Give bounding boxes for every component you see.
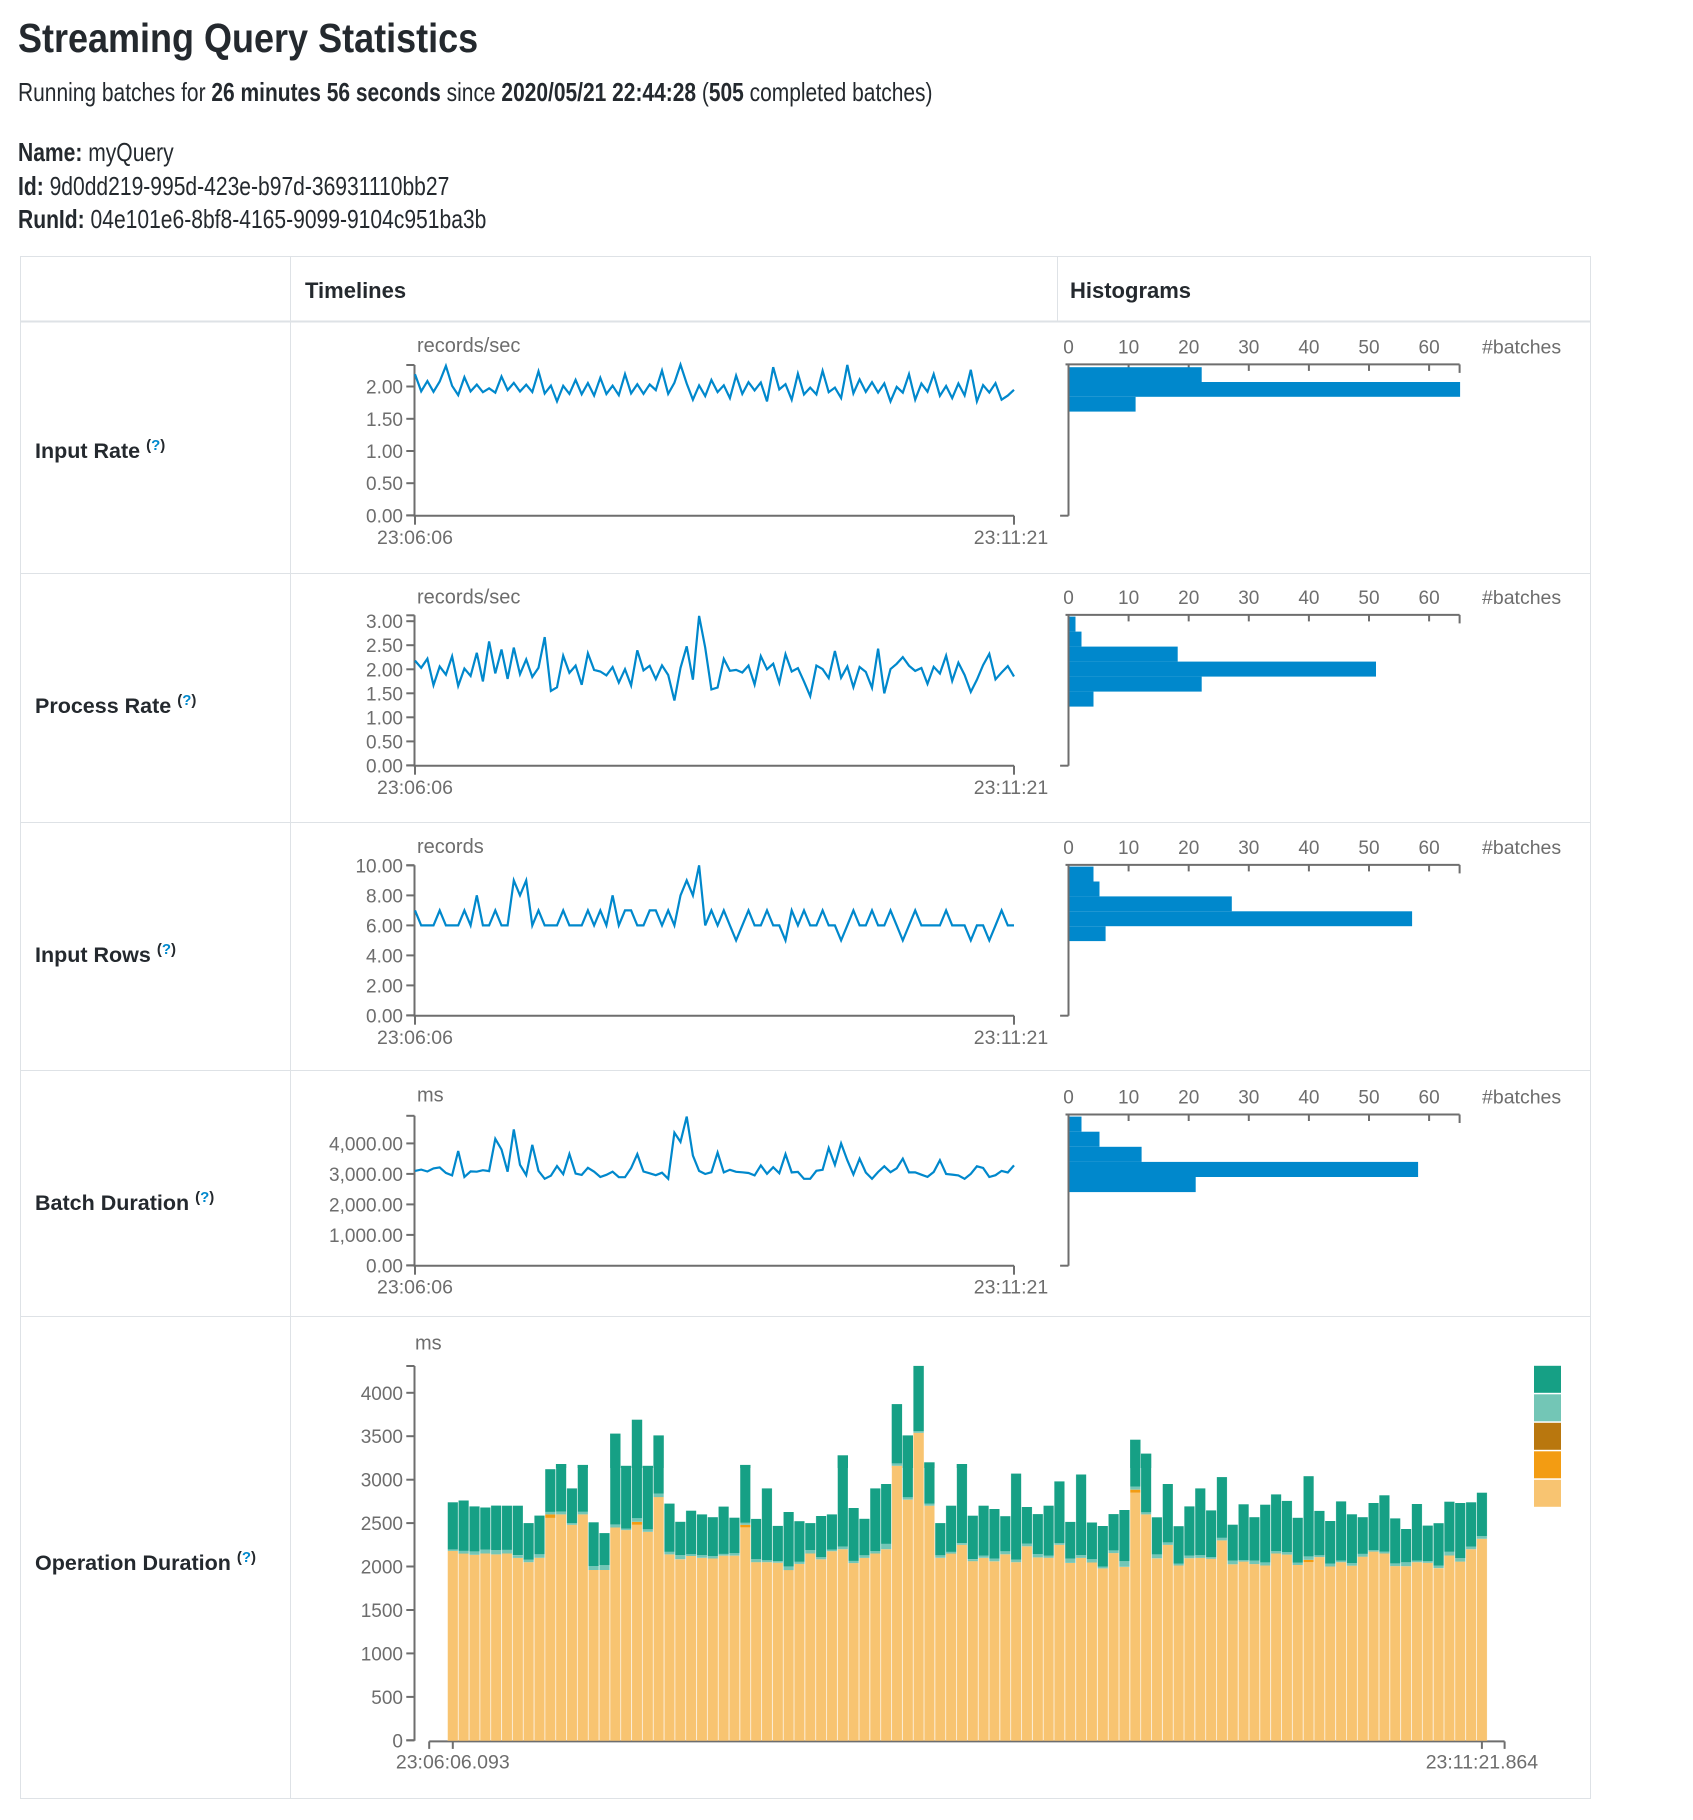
svg-text:23:06:06: 23:06:06	[377, 1027, 453, 1049]
svg-text:50: 50	[1358, 588, 1379, 609]
svg-text:3,000.00: 3,000.00	[329, 1165, 403, 1186]
svg-text:#batches: #batches	[1482, 587, 1561, 609]
svg-text:4,000.00: 4,000.00	[329, 1134, 403, 1155]
svg-text:60: 60	[1419, 838, 1440, 859]
svg-text:23:06:06.093: 23:06:06.093	[396, 1751, 510, 1773]
svg-text:3000: 3000	[361, 1471, 403, 1492]
svg-text:20: 20	[1178, 838, 1199, 859]
svg-text:2.00: 2.00	[366, 378, 403, 399]
svg-text:500: 500	[371, 1688, 403, 1709]
svg-text:#batches: #batches	[1482, 336, 1561, 358]
svg-text:10: 10	[1118, 838, 1139, 859]
svg-text:records/sec: records/sec	[417, 335, 520, 357]
svg-text:0.50: 0.50	[366, 474, 403, 495]
svg-text:50: 50	[1358, 1088, 1379, 1109]
svg-text:0.50: 0.50	[366, 732, 403, 753]
svg-text:20: 20	[1178, 588, 1199, 609]
svg-text:30: 30	[1238, 838, 1259, 859]
svg-text:1.50: 1.50	[366, 684, 403, 705]
svg-text:6.00: 6.00	[366, 916, 403, 937]
svg-text:0: 0	[1063, 588, 1074, 609]
svg-text:23:06:06: 23:06:06	[377, 777, 453, 799]
svg-text:30: 30	[1238, 588, 1259, 609]
svg-text:0: 0	[1063, 838, 1074, 859]
svg-text:0.00: 0.00	[366, 1006, 403, 1027]
svg-text:records/sec: records/sec	[417, 586, 520, 608]
svg-text:10: 10	[1118, 588, 1139, 609]
svg-text:1.50: 1.50	[366, 410, 403, 431]
svg-text:0: 0	[392, 1731, 403, 1752]
svg-text:40: 40	[1298, 588, 1319, 609]
svg-text:10: 10	[1118, 1088, 1139, 1109]
svg-text:3500: 3500	[361, 1427, 403, 1448]
svg-text:8.00: 8.00	[366, 886, 403, 907]
svg-text:0: 0	[1063, 1088, 1074, 1109]
svg-text:0.00: 0.00	[366, 1256, 403, 1277]
svg-text:2,000.00: 2,000.00	[329, 1195, 403, 1216]
svg-text:10: 10	[1118, 337, 1139, 358]
svg-text:20: 20	[1178, 1088, 1199, 1109]
svg-text:60: 60	[1419, 1088, 1440, 1109]
svg-text:40: 40	[1298, 1088, 1319, 1109]
svg-text:20: 20	[1178, 337, 1199, 358]
svg-text:records: records	[417, 836, 484, 858]
svg-text:40: 40	[1298, 838, 1319, 859]
svg-text:#batches: #batches	[1482, 1087, 1561, 1109]
svg-text:23:06:06: 23:06:06	[377, 527, 453, 549]
svg-text:1000: 1000	[361, 1644, 403, 1665]
svg-text:23:11:21: 23:11:21	[974, 777, 1048, 799]
svg-text:0.00: 0.00	[366, 506, 403, 527]
svg-text:23:11:21.864: 23:11:21.864	[1426, 1751, 1539, 1773]
svg-text:10.00: 10.00	[355, 856, 403, 877]
svg-text:23:11:21: 23:11:21	[974, 1277, 1048, 1299]
svg-text:ms: ms	[417, 1084, 444, 1106]
svg-text:0: 0	[1063, 337, 1074, 358]
svg-text:#batches: #batches	[1482, 837, 1561, 859]
svg-text:30: 30	[1238, 337, 1259, 358]
svg-text:2.50: 2.50	[366, 636, 403, 657]
svg-text:2.00: 2.00	[366, 976, 403, 997]
svg-text:1,000.00: 1,000.00	[329, 1226, 403, 1247]
svg-text:23:11:21: 23:11:21	[974, 527, 1048, 549]
svg-text:60: 60	[1419, 588, 1440, 609]
svg-text:1.00: 1.00	[366, 708, 403, 729]
svg-text:2000: 2000	[361, 1558, 403, 1579]
svg-text:2.00: 2.00	[366, 660, 403, 681]
svg-text:40: 40	[1298, 337, 1319, 358]
svg-text:23:11:21: 23:11:21	[974, 1027, 1048, 1049]
svg-text:50: 50	[1358, 337, 1379, 358]
svg-text:2500: 2500	[361, 1514, 403, 1535]
svg-text:3.00: 3.00	[366, 612, 403, 633]
svg-text:4.00: 4.00	[366, 946, 403, 967]
svg-text:4000: 4000	[361, 1384, 403, 1405]
svg-text:60: 60	[1419, 337, 1440, 358]
svg-text:1500: 1500	[361, 1601, 403, 1622]
svg-text:30: 30	[1238, 1088, 1259, 1109]
svg-text:0.00: 0.00	[366, 756, 403, 777]
svg-text:23:06:06: 23:06:06	[377, 1277, 453, 1299]
svg-text:1.00: 1.00	[366, 442, 403, 463]
svg-text:ms: ms	[415, 1333, 442, 1355]
svg-text:50: 50	[1358, 838, 1379, 859]
